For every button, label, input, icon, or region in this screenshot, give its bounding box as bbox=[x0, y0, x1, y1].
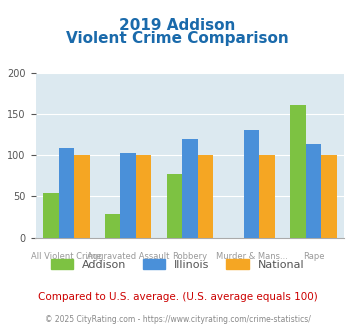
Bar bbox=[105, 214, 120, 238]
Bar bbox=[306, 144, 321, 238]
Text: Robbery: Robbery bbox=[173, 252, 207, 261]
Bar bbox=[136, 155, 151, 238]
Bar bbox=[74, 155, 89, 238]
Bar bbox=[43, 193, 59, 238]
Bar bbox=[321, 155, 337, 238]
Text: Aggravated Assault: Aggravated Assault bbox=[87, 252, 169, 261]
Bar bbox=[244, 129, 260, 238]
Text: Compared to U.S. average. (U.S. average equals 100): Compared to U.S. average. (U.S. average … bbox=[38, 292, 317, 302]
Legend: Addison, Illinois, National: Addison, Illinois, National bbox=[47, 255, 308, 274]
Text: © 2025 CityRating.com - https://www.cityrating.com/crime-statistics/: © 2025 CityRating.com - https://www.city… bbox=[45, 315, 310, 324]
Text: Violent Crime Comparison: Violent Crime Comparison bbox=[66, 31, 289, 46]
Text: Rape: Rape bbox=[303, 252, 324, 261]
Bar bbox=[260, 155, 275, 238]
Bar bbox=[198, 155, 213, 238]
Bar bbox=[59, 148, 74, 238]
Bar bbox=[167, 174, 182, 238]
Text: Murder & Mans...: Murder & Mans... bbox=[216, 252, 288, 261]
Bar bbox=[182, 139, 198, 238]
Bar bbox=[120, 153, 136, 238]
Bar bbox=[290, 105, 306, 238]
Text: All Violent Crime: All Violent Crime bbox=[31, 252, 102, 261]
Text: 2019 Addison: 2019 Addison bbox=[119, 18, 236, 33]
